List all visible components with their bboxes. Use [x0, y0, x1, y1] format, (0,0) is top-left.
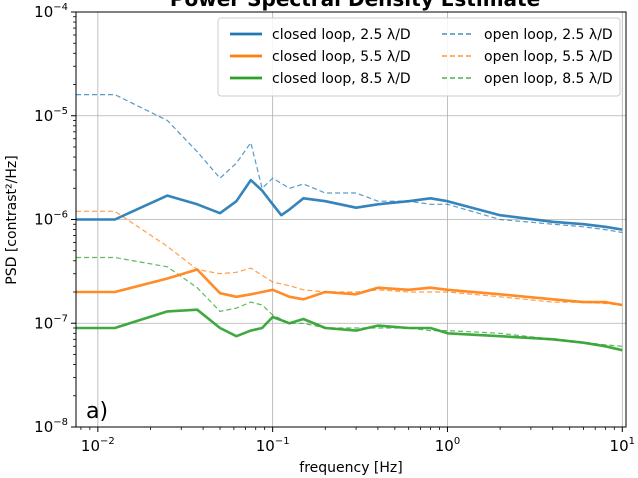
- x-axis-label: frequency [Hz]: [299, 460, 402, 476]
- y-axis-label: PSD [contrast²/Hz]: [4, 155, 20, 284]
- legend-label-4: open loop, 5.5 λ/D: [484, 49, 613, 65]
- series-line-2: [76, 308, 623, 352]
- y-tick-label: 10−6: [34, 210, 68, 229]
- series-line-1: [76, 268, 623, 307]
- series-line-0: [76, 178, 623, 231]
- chart-title: Power Spectral Density Estimate: [170, 0, 540, 11]
- y-tick-label: 10−5: [34, 106, 68, 125]
- y-tick-label: 10−8: [34, 417, 68, 436]
- x-tick-label: 100: [435, 436, 460, 455]
- series-line-3: [76, 93, 623, 234]
- legend-label-5: open loop, 8.5 λ/D: [484, 71, 613, 87]
- y-tick-label: 10−4: [34, 2, 68, 21]
- x-tick-label: 10−1: [256, 436, 290, 455]
- panel-label: a): [86, 399, 108, 424]
- ticks: 10−2 10−1 100 101 10−8 10−7 10−6 10−5 10−4: [34, 2, 635, 455]
- legend-label-3: open loop, 2.5 λ/D: [484, 27, 613, 43]
- legend-box: [217, 17, 621, 97]
- series-layer: [76, 93, 623, 352]
- series-line-4: [76, 210, 623, 306]
- series-line-5: [76, 256, 623, 347]
- y-tick-label: 10−7: [34, 313, 68, 332]
- x-tick-label: 10−2: [81, 436, 115, 455]
- legend-label-0: closed loop, 2.5 λ/D: [272, 27, 411, 43]
- legend-label-2: closed loop, 8.5 λ/D: [272, 71, 411, 87]
- x-tick-label: 101: [610, 436, 635, 455]
- legend-label-1: closed loop, 5.5 λ/D: [272, 49, 411, 65]
- legend: closed loop, 2.5 λ/D closed loop, 5.5 λ/D…: [217, 17, 621, 97]
